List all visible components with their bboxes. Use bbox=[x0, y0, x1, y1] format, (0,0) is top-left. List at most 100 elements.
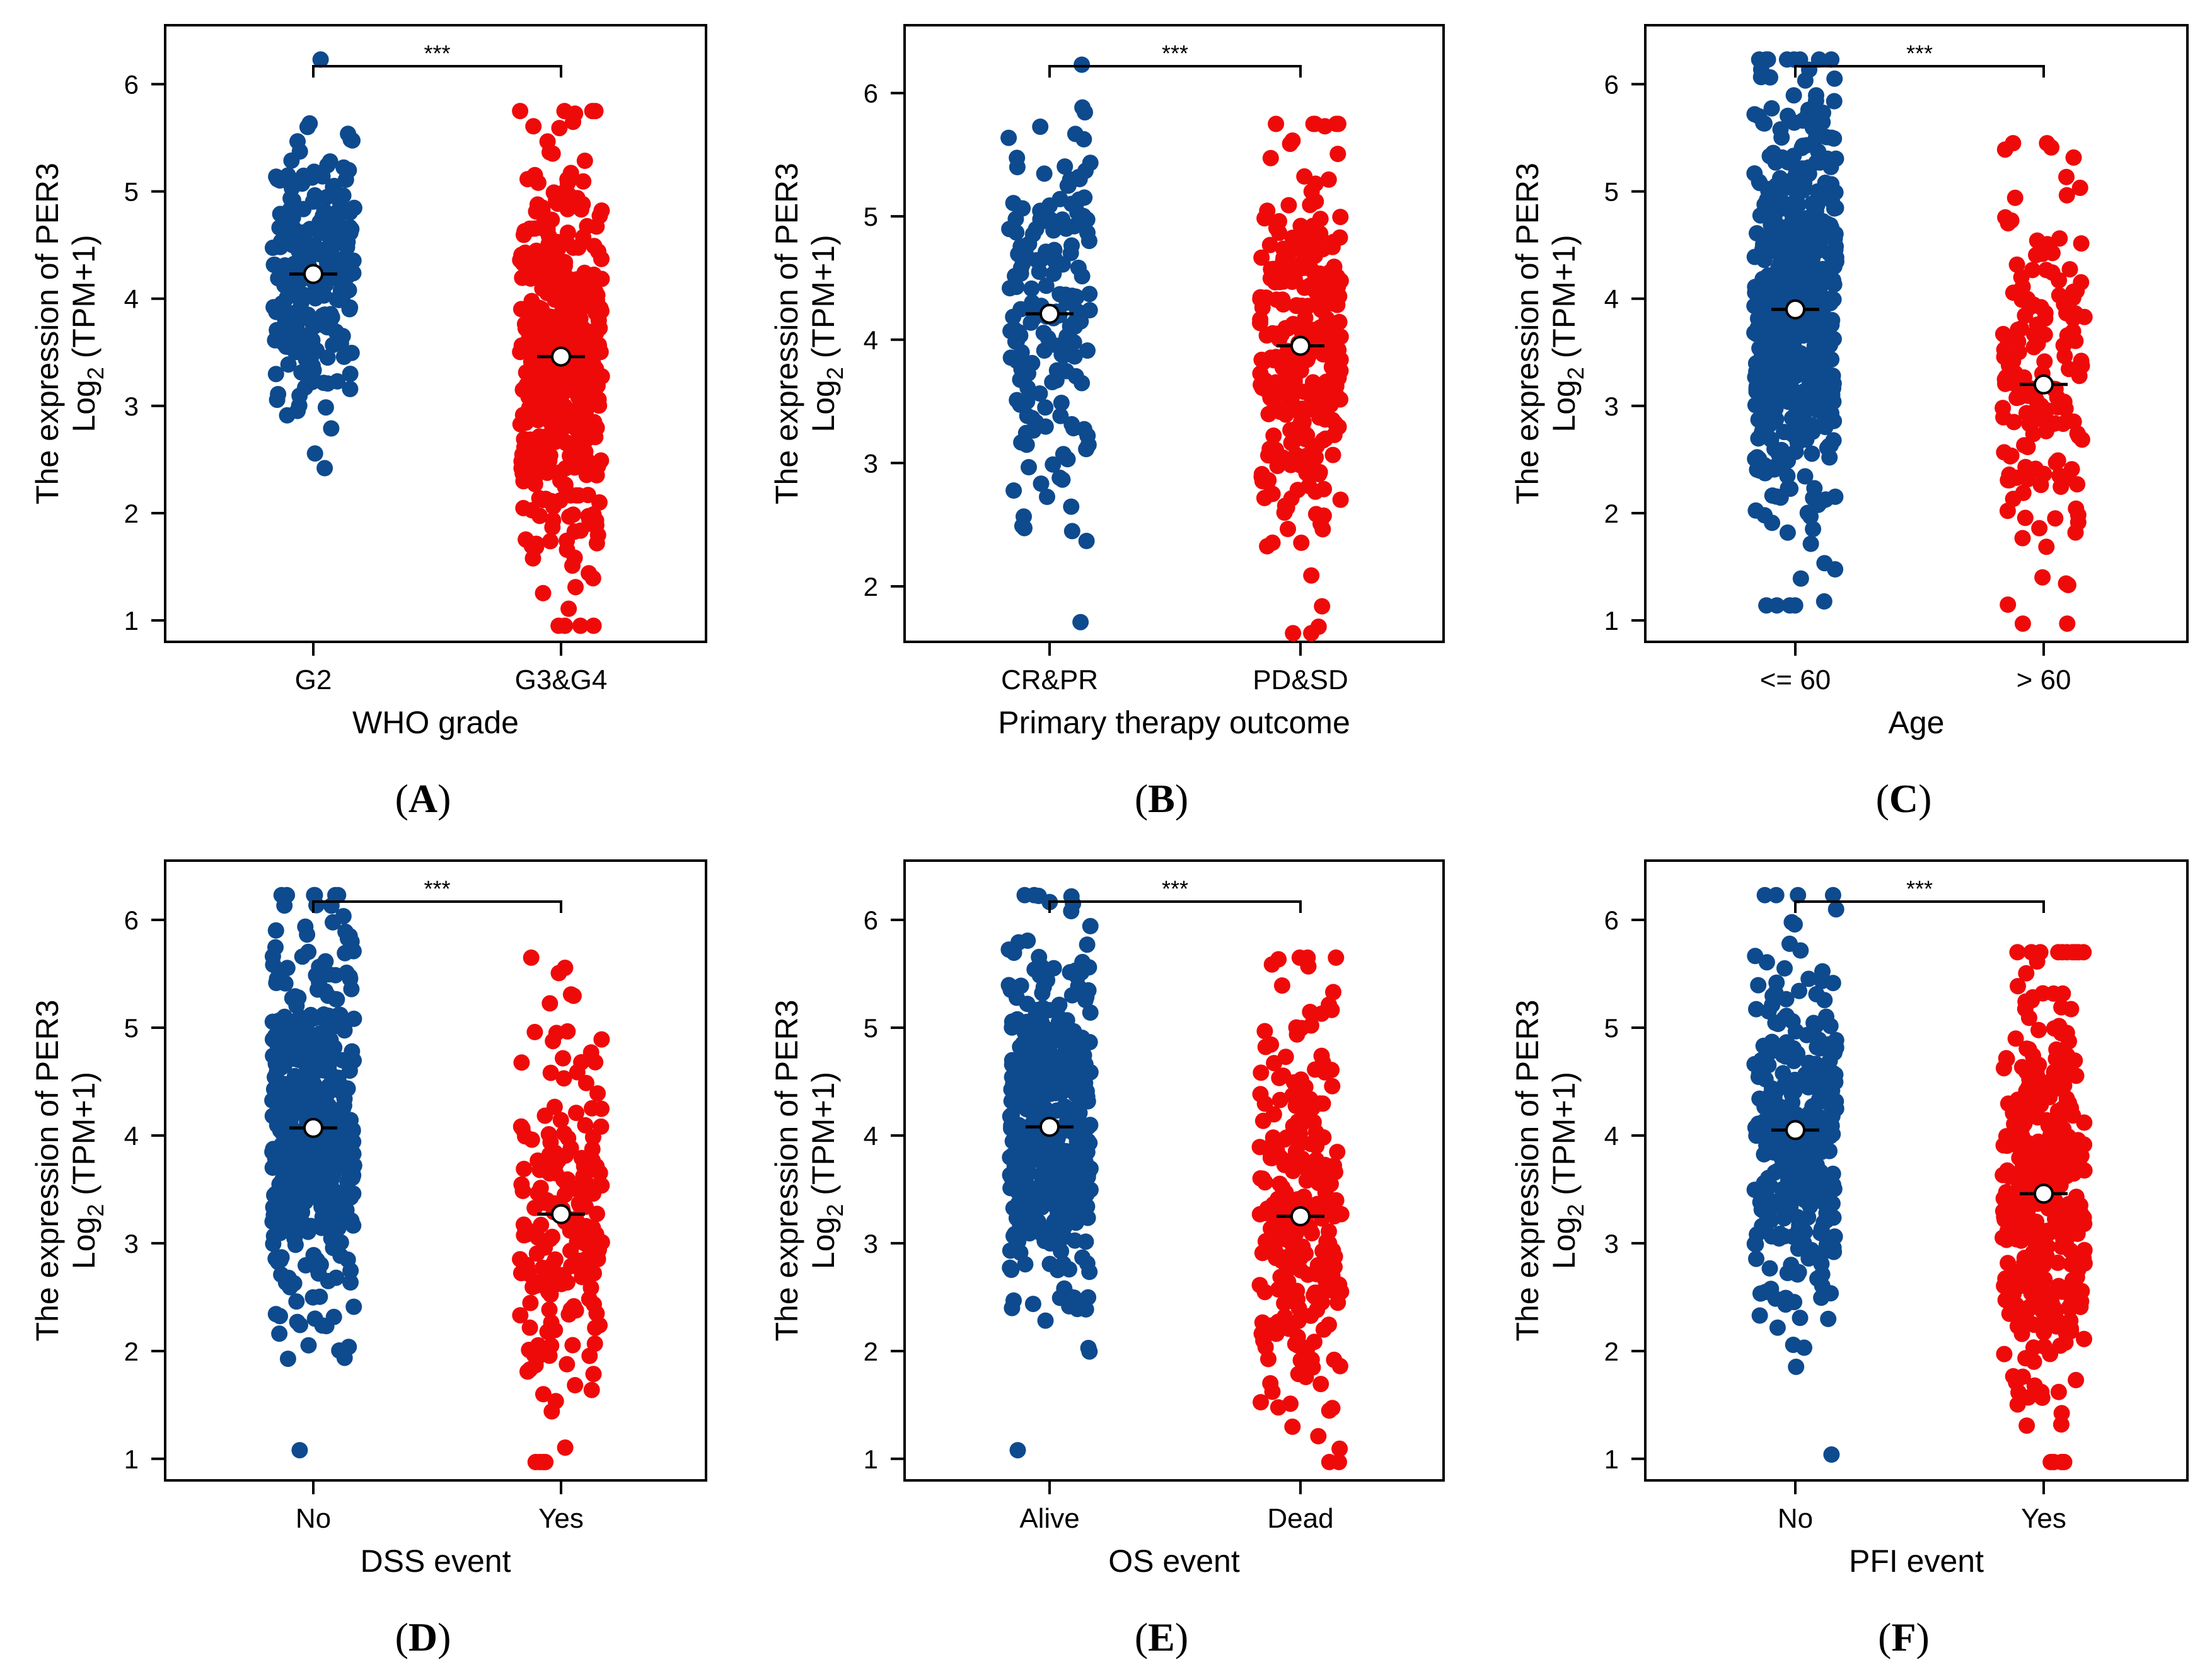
data-point bbox=[1331, 1357, 1348, 1374]
data-point bbox=[564, 1337, 581, 1354]
data-point bbox=[583, 1381, 600, 1398]
data-point bbox=[1290, 1086, 1307, 1103]
panel-label: (B) bbox=[1135, 776, 1188, 821]
data-point bbox=[1826, 200, 1843, 217]
data-point bbox=[1822, 1070, 1839, 1087]
data-point bbox=[2034, 1389, 2051, 1406]
data-point bbox=[2018, 1417, 2035, 1434]
data-point bbox=[1059, 451, 1076, 468]
data-point bbox=[2065, 149, 2082, 166]
data-point bbox=[1302, 1017, 1319, 1034]
data-point bbox=[335, 348, 352, 365]
data-point bbox=[1763, 100, 1780, 117]
data-point bbox=[1039, 489, 1055, 505]
data-point bbox=[1254, 380, 1271, 396]
x-tick-label: Yes bbox=[2021, 1503, 2066, 1534]
data-point bbox=[1006, 1158, 1023, 1175]
series-group2 bbox=[512, 949, 610, 1470]
data-point bbox=[1288, 1026, 1306, 1043]
data-point bbox=[1254, 1314, 1271, 1331]
data-point bbox=[326, 1224, 343, 1241]
data-point bbox=[1280, 197, 1297, 214]
data-point bbox=[581, 351, 598, 368]
data-point bbox=[549, 234, 566, 250]
data-point bbox=[345, 265, 362, 282]
data-point bbox=[2025, 1070, 2042, 1087]
data-point bbox=[525, 118, 542, 135]
data-point bbox=[2029, 317, 2046, 333]
data-point bbox=[1256, 1095, 1273, 1112]
data-point bbox=[1262, 149, 1279, 166]
data-point bbox=[1023, 280, 1040, 297]
data-point bbox=[267, 1250, 284, 1267]
data-point bbox=[320, 987, 337, 1004]
data-point bbox=[581, 1291, 598, 1308]
data-point bbox=[1792, 570, 1809, 587]
data-point bbox=[552, 492, 569, 509]
data-point bbox=[339, 1080, 356, 1097]
data-point bbox=[2038, 402, 2055, 419]
data-point bbox=[316, 460, 333, 477]
data-point bbox=[512, 415, 529, 433]
data-point bbox=[1033, 1224, 1050, 1241]
plot-frame bbox=[903, 859, 1445, 1482]
data-point bbox=[1287, 1151, 1304, 1168]
data-point bbox=[2008, 469, 2025, 486]
data-point bbox=[1307, 1124, 1324, 1141]
data-point bbox=[513, 1176, 530, 1193]
data-point bbox=[1000, 129, 1017, 146]
data-point bbox=[2036, 243, 2053, 260]
data-point bbox=[1256, 1284, 1273, 1301]
data-point bbox=[1822, 1127, 1839, 1144]
data-point bbox=[1300, 1108, 1317, 1125]
data-point bbox=[1298, 1172, 1315, 1189]
data-point bbox=[550, 617, 567, 634]
data-point bbox=[293, 364, 310, 381]
significance-bracket bbox=[312, 900, 562, 913]
data-point bbox=[311, 225, 328, 241]
data-point bbox=[1253, 1394, 1269, 1410]
data-point bbox=[1815, 593, 1833, 610]
data-point bbox=[565, 1298, 582, 1315]
data-point bbox=[2014, 278, 2031, 295]
data-point bbox=[1768, 343, 1785, 360]
data-point bbox=[2064, 1272, 2081, 1289]
y-tick-label: 1 bbox=[124, 1444, 139, 1474]
data-point bbox=[2058, 1025, 2075, 1042]
data-point bbox=[541, 144, 558, 161]
data-point bbox=[1329, 1144, 1346, 1161]
data-point bbox=[1267, 1142, 1284, 1159]
data-point bbox=[1759, 1190, 1776, 1207]
y-tick-label: 6 bbox=[1604, 905, 1619, 935]
data-point bbox=[567, 421, 584, 438]
data-point bbox=[1791, 982, 1807, 999]
data-point bbox=[1031, 1092, 1048, 1109]
data-point bbox=[1253, 249, 1270, 266]
data-point bbox=[527, 1453, 544, 1470]
data-point bbox=[1755, 280, 1771, 297]
data-point bbox=[287, 988, 304, 1005]
mean-marker bbox=[551, 1204, 571, 1224]
data-point bbox=[1025, 422, 1042, 439]
data-point bbox=[289, 402, 306, 419]
data-point bbox=[1756, 456, 1773, 473]
data-point bbox=[306, 886, 323, 903]
data-point bbox=[1761, 1260, 1778, 1277]
data-point bbox=[526, 472, 543, 489]
data-point bbox=[1261, 441, 1278, 457]
data-point bbox=[2056, 347, 2073, 364]
data-point bbox=[521, 220, 538, 237]
data-point bbox=[274, 295, 291, 312]
data-point bbox=[533, 1216, 550, 1233]
data-point bbox=[1331, 229, 1348, 246]
data-point bbox=[2071, 1151, 2088, 1168]
data-point bbox=[280, 1219, 296, 1236]
panel-label: (E) bbox=[1135, 1615, 1188, 1659]
data-point bbox=[1333, 1283, 1350, 1300]
data-point bbox=[584, 1219, 601, 1236]
data-point bbox=[341, 968, 358, 985]
data-point bbox=[2071, 1216, 2088, 1233]
y-tick-label: 2 bbox=[124, 499, 139, 528]
significance-bracket bbox=[1048, 900, 1302, 913]
data-point bbox=[2036, 1338, 2053, 1355]
